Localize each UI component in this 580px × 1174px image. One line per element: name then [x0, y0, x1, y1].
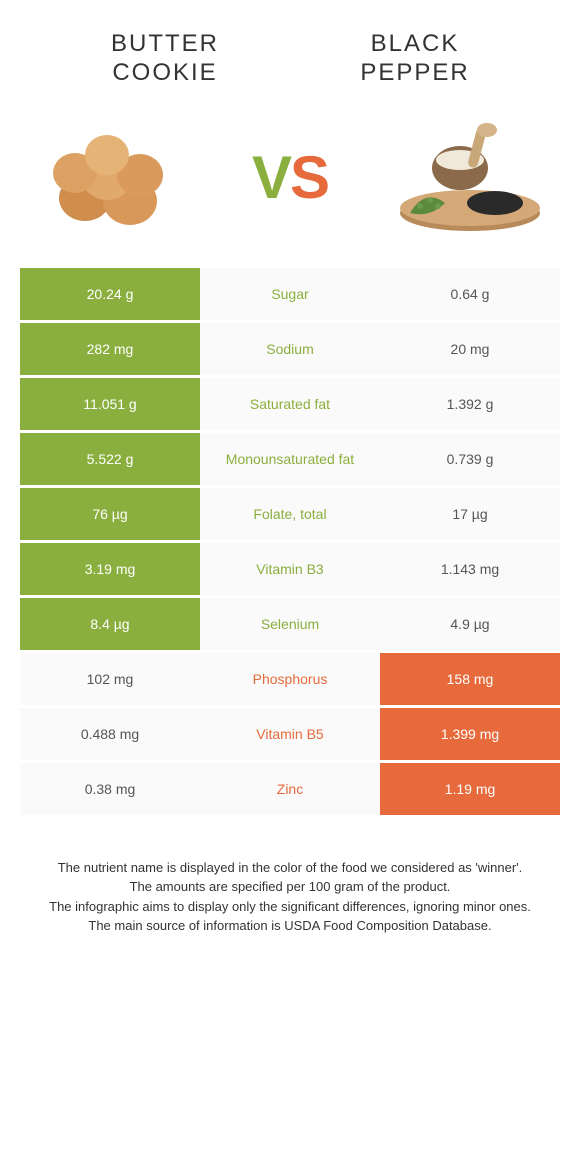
pepper-icon: [390, 118, 550, 238]
table-row: 20.24 gSugar0.64 g: [20, 268, 560, 320]
left-food-title: BUTTER COOKIE: [65, 30, 265, 88]
right-title-line1: BLACK: [371, 30, 460, 57]
nutrient-label-cell: Folate, total: [200, 488, 380, 540]
header: BUTTER COOKIE BLACK PEPPER: [0, 0, 580, 108]
nutrient-label-cell: Vitamin B5: [200, 708, 380, 760]
right-title-line2: PEPPER: [360, 59, 469, 86]
right-value-cell: 1.19 mg: [380, 763, 560, 815]
right-value-cell: 0.64 g: [380, 268, 560, 320]
table-row: 0.488 mgVitamin B51.399 mg: [20, 708, 560, 760]
nutrient-label-cell: Sodium: [200, 323, 380, 375]
nutrient-label-cell: Sugar: [200, 268, 380, 320]
table-row: 3.19 mgVitamin B31.143 mg: [20, 543, 560, 595]
right-value-cell: 20 mg: [380, 323, 560, 375]
vs-label: VS: [252, 143, 328, 212]
images-row: VS: [0, 108, 580, 268]
left-title-line2: COOKIE: [112, 59, 217, 86]
footer-line1: The nutrient name is displayed in the co…: [30, 858, 550, 878]
left-value-cell: 0.488 mg: [20, 708, 200, 760]
left-value-cell: 0.38 mg: [20, 763, 200, 815]
left-value-cell: 102 mg: [20, 653, 200, 705]
footer-notes: The nutrient name is displayed in the co…: [0, 818, 580, 956]
right-value-cell: 0.739 g: [380, 433, 560, 485]
left-food-image: [30, 118, 190, 238]
left-value-cell: 20.24 g: [20, 268, 200, 320]
table-row: 76 µgFolate, total17 µg: [20, 488, 560, 540]
left-value-cell: 282 mg: [20, 323, 200, 375]
right-food-image: [390, 118, 550, 238]
nutrient-label-cell: Vitamin B3: [200, 543, 380, 595]
left-value-cell: 3.19 mg: [20, 543, 200, 595]
table-row: 8.4 µgSelenium4.9 µg: [20, 598, 560, 650]
right-value-cell: 4.9 µg: [380, 598, 560, 650]
comparison-table: 20.24 gSugar0.64 g282 mgSodium20 mg11.05…: [0, 268, 580, 815]
cookies-icon: [35, 123, 185, 233]
left-value-cell: 5.522 g: [20, 433, 200, 485]
table-row: 0.38 mgZinc1.19 mg: [20, 763, 560, 815]
nutrient-label-cell: Zinc: [200, 763, 380, 815]
footer-line4: The main source of information is USDA F…: [30, 916, 550, 936]
right-value-cell: 1.392 g: [380, 378, 560, 430]
left-title-line1: BUTTER: [111, 30, 219, 57]
nutrient-label-cell: Phosphorus: [200, 653, 380, 705]
footer-line3: The infographic aims to display only the…: [30, 897, 550, 917]
nutrient-label-cell: Saturated fat: [200, 378, 380, 430]
left-value-cell: 11.051 g: [20, 378, 200, 430]
table-row: 282 mgSodium20 mg: [20, 323, 560, 375]
left-value-cell: 76 µg: [20, 488, 200, 540]
right-value-cell: 1.399 mg: [380, 708, 560, 760]
left-value-cell: 8.4 µg: [20, 598, 200, 650]
right-value-cell: 1.143 mg: [380, 543, 560, 595]
table-row: 11.051 gSaturated fat1.392 g: [20, 378, 560, 430]
nutrient-label-cell: Selenium: [200, 598, 380, 650]
right-value-cell: 17 µg: [380, 488, 560, 540]
nutrient-label-cell: Monounsaturated fat: [200, 433, 380, 485]
right-value-cell: 158 mg: [380, 653, 560, 705]
table-row: 5.522 gMonounsaturated fat0.739 g: [20, 433, 560, 485]
vs-s: S: [290, 144, 328, 211]
footer-line2: The amounts are specified per 100 gram o…: [30, 877, 550, 897]
right-food-title: BLACK PEPPER: [315, 30, 515, 88]
vs-v: V: [252, 144, 290, 211]
table-row: 102 mgPhosphorus158 mg: [20, 653, 560, 705]
